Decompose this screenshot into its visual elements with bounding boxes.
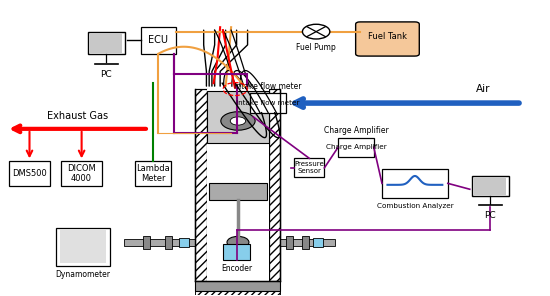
Text: PC: PC <box>485 211 496 220</box>
Bar <box>195 89 207 281</box>
Bar <box>268 89 280 281</box>
Text: Lambda
Meter: Lambda Meter <box>136 164 170 184</box>
Bar <box>61 161 102 186</box>
Circle shape <box>230 117 246 125</box>
Text: DMS500: DMS500 <box>12 169 47 178</box>
Text: ECU: ECU <box>148 36 168 46</box>
Bar <box>280 239 336 245</box>
FancyBboxPatch shape <box>356 22 419 56</box>
Bar <box>209 183 267 200</box>
Bar <box>56 228 111 266</box>
Bar <box>472 176 509 196</box>
Circle shape <box>227 237 249 248</box>
Circle shape <box>221 112 255 130</box>
Bar <box>250 94 286 113</box>
Text: Pressure
Sensor: Pressure Sensor <box>294 161 324 174</box>
Text: Exhaust Gas: Exhaust Gas <box>47 112 108 121</box>
Bar <box>195 89 207 281</box>
Bar <box>144 236 150 249</box>
Text: PC: PC <box>101 70 112 79</box>
Bar <box>88 32 125 54</box>
Text: Fuel Tank: Fuel Tank <box>368 32 407 41</box>
Bar <box>195 291 280 296</box>
Bar <box>195 291 280 296</box>
Bar <box>338 138 374 157</box>
Bar <box>286 236 293 249</box>
Bar <box>124 239 195 245</box>
Bar <box>90 33 122 53</box>
Text: DICOM
4000: DICOM 4000 <box>67 164 96 184</box>
Bar <box>141 27 176 54</box>
Text: Fuel Pump: Fuel Pump <box>296 44 336 52</box>
Bar <box>223 244 250 260</box>
Text: Encoder: Encoder <box>221 264 252 274</box>
Text: Dynamometer: Dynamometer <box>56 270 111 279</box>
Text: Intake flow meter: Intake flow meter <box>236 100 300 106</box>
Bar <box>314 238 323 247</box>
Text: Air: Air <box>476 84 491 94</box>
Text: Charge Amplifier: Charge Amplifier <box>323 126 388 135</box>
Bar <box>195 281 280 291</box>
Text: Intake flow meter: Intake flow meter <box>234 82 302 91</box>
Bar <box>60 230 106 263</box>
Bar <box>166 236 172 249</box>
Bar <box>135 161 170 186</box>
Bar <box>207 89 268 281</box>
Bar <box>382 169 448 198</box>
Bar <box>302 236 309 249</box>
Bar <box>179 238 189 247</box>
Text: Combustion Analyzer: Combustion Analyzer <box>377 202 453 208</box>
Text: Charge Amplifier: Charge Amplifier <box>326 144 386 150</box>
Bar <box>268 89 280 281</box>
Bar <box>294 158 324 178</box>
Bar <box>475 177 506 195</box>
Bar <box>9 161 50 186</box>
Bar <box>207 91 268 143</box>
